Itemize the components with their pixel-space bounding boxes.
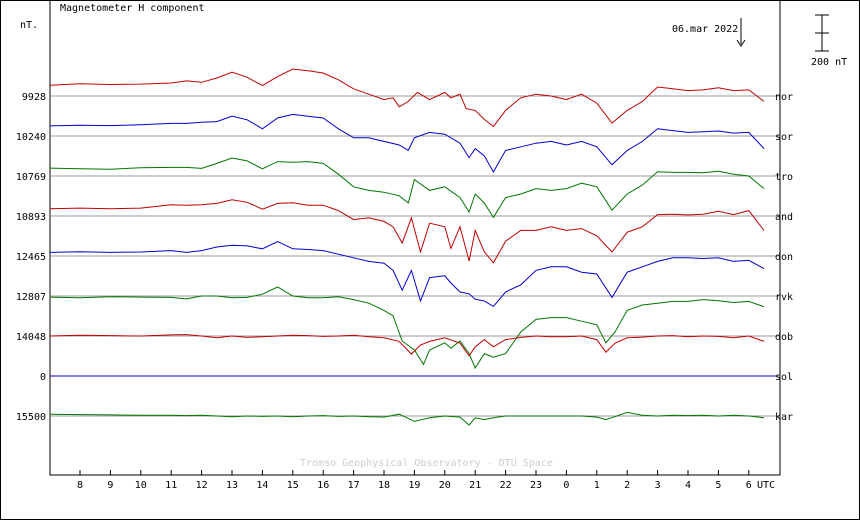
baseline-value-and: 10893 <box>16 212 46 223</box>
series-line-kar <box>49 411 765 426</box>
station-label-and: and <box>775 212 793 223</box>
series-line-don <box>49 241 765 308</box>
x-tick-label-6: 6 <box>746 480 752 491</box>
x-tick-label-23: 23 <box>530 480 542 491</box>
chart-border <box>49 0 781 476</box>
baseline-value-dob: 14048 <box>16 332 46 343</box>
x-tick-label-9: 9 <box>107 480 113 491</box>
station-label-sor: sor <box>775 132 793 143</box>
series-line-rvk <box>49 286 765 370</box>
scale-bar-label: 200 nT <box>811 57 847 68</box>
x-tick-label-1: 1 <box>594 480 600 491</box>
x-tick-label-2: 2 <box>624 480 630 491</box>
series-line-tro <box>49 157 765 219</box>
x-axis-label: UTC <box>757 480 775 491</box>
x-tick-label-16: 16 <box>317 480 329 491</box>
scale-bar <box>815 14 829 52</box>
baseline-value-don: 12465 <box>16 252 46 263</box>
x-tick-label-5: 5 <box>715 480 721 491</box>
x-tick-label-3: 3 <box>655 480 661 491</box>
x-tick-label-4: 4 <box>685 480 691 491</box>
date-marker-arrow <box>736 39 746 47</box>
x-tick-label-0: 0 <box>563 480 569 491</box>
baseline-value-kar: 15500 <box>16 412 46 423</box>
series-layer <box>49 68 777 426</box>
grid-layer <box>50 95 780 417</box>
x-tick-label-22: 22 <box>500 480 512 491</box>
label-layer: 9928 nor 10240 sor 10769 tro 10893 and 12465 don 1… <box>16 92 793 423</box>
baseline-value-nor: 9928 <box>22 92 46 103</box>
unit-label: nT. <box>20 20 38 31</box>
station-label-sol: sol <box>775 372 793 383</box>
x-tick-label-12: 12 <box>196 480 208 491</box>
baseline-value-tro: 10769 <box>16 172 46 183</box>
x-axis: 8 9 10 11 12 13 14 15 16 17 18 19 20 21 22 23 0 1 2 3 4 5 6 UTC <box>77 470 775 491</box>
station-label-kar: kar <box>775 412 793 423</box>
station-label-tro: tro <box>775 172 793 183</box>
x-tick-label-8: 8 <box>77 480 83 491</box>
date-label: 06.mar 2022 <box>672 24 738 35</box>
x-tick-label-21: 21 <box>469 480 481 491</box>
station-label-dob: dob <box>775 332 793 343</box>
series-line-sor <box>49 113 765 174</box>
series-line-dob <box>49 334 765 357</box>
chart-title: Magnetometer H component <box>60 3 205 14</box>
x-tick-label-15: 15 <box>287 480 299 491</box>
baseline-value-rvk: 12807 <box>16 292 46 303</box>
x-tick-label-17: 17 <box>348 480 360 491</box>
x-tick-label-11: 11 <box>165 480 177 491</box>
x-tick-label-10: 10 <box>135 480 147 491</box>
baseline-value-sol: 0 <box>40 372 46 383</box>
station-label-nor: nor <box>775 92 793 103</box>
baseline-value-sor: 10240 <box>16 132 46 143</box>
footer-credit: Tromso Geophysical Observatory - DTU Spa… <box>300 458 553 469</box>
x-tick-label-19: 19 <box>408 480 420 491</box>
x-tick-label-14: 14 <box>256 480 268 491</box>
station-label-don: don <box>775 252 793 263</box>
x-tick-label-18: 18 <box>378 480 390 491</box>
x-tick-label-20: 20 <box>439 480 451 491</box>
series-line-and <box>49 199 765 264</box>
station-label-rvk: rvk <box>775 292 793 303</box>
x-tick-label-13: 13 <box>226 480 238 491</box>
series-line-nor <box>49 68 765 128</box>
